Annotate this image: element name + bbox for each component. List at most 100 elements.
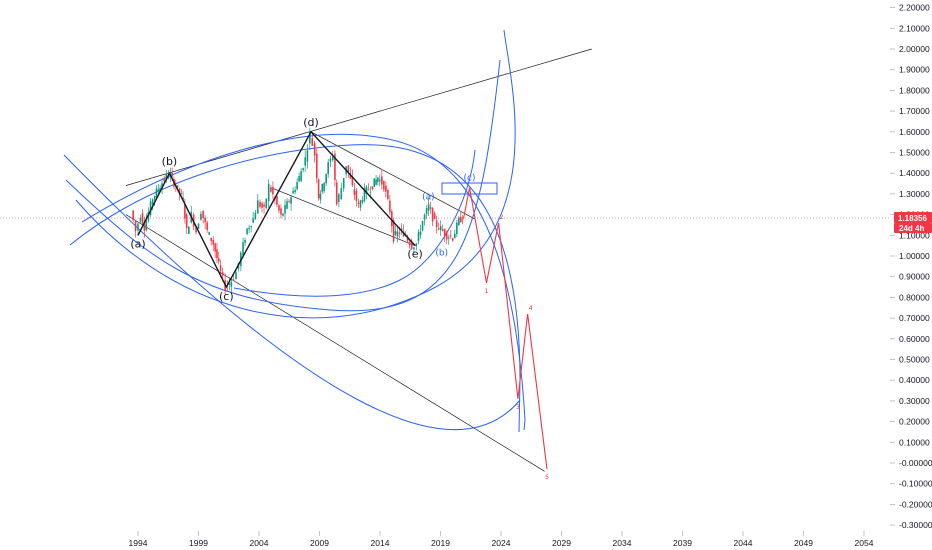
time-axis[interactable]: 1994 1999 2004 2009 2014 2019 2024 2029 2034 2039… <box>129 531 874 548</box>
candle-body <box>383 181 385 190</box>
candle-body <box>306 150 309 162</box>
y-tick-label: 1.70000 <box>899 106 930 116</box>
x-tick-label: 2009 <box>310 538 329 548</box>
x-tick-label: 2054 <box>855 538 874 548</box>
candle-body <box>447 237 450 239</box>
candle-body <box>347 165 350 173</box>
x-tick-label: 2039 <box>673 538 692 548</box>
y-tick-label: 2.00000 <box>899 44 930 54</box>
candle-body <box>244 240 246 243</box>
candle-body <box>415 243 418 247</box>
candle-body <box>394 231 397 235</box>
candle-body <box>219 265 222 271</box>
candle-body <box>454 233 456 239</box>
price-axis[interactable]: 2.20000 2.10000 2.00000 1.90000 1.80000 1.700… <box>890 3 932 531</box>
candle-body <box>378 179 381 182</box>
candle-body <box>381 176 383 185</box>
candle-body <box>317 179 320 199</box>
candle-body <box>272 186 274 195</box>
candle-body <box>178 188 181 194</box>
trend-line <box>310 131 475 220</box>
candle-body <box>413 247 415 250</box>
candle-body <box>188 226 190 234</box>
y-tick-label: 1.60000 <box>899 127 930 137</box>
candle-body <box>335 182 338 205</box>
candle-body <box>204 217 206 223</box>
candle-body <box>155 188 158 198</box>
x-tick-label: 2034 <box>613 538 632 548</box>
candle-body <box>400 228 403 231</box>
y-tick-label: 0.20000 <box>899 417 930 427</box>
candle-body <box>342 178 345 189</box>
candle-body <box>210 237 213 242</box>
candle-body <box>197 223 200 229</box>
y-tick-label: 0.50000 <box>899 355 930 365</box>
candle-body <box>143 223 146 231</box>
y-tick-label: 1.00000 <box>899 251 930 261</box>
candle-body <box>385 185 387 192</box>
candle-body <box>302 168 304 171</box>
candle-body <box>212 239 215 245</box>
projection-wave-label: 5 <box>545 474 549 481</box>
candle-body <box>256 200 259 214</box>
candle-body <box>163 178 165 181</box>
current-price-badge <box>894 212 932 224</box>
x-tick-label: 2004 <box>250 538 269 548</box>
fan-arc <box>63 154 521 431</box>
candle-body <box>278 205 280 211</box>
candle-body <box>390 211 393 226</box>
candle-body <box>449 235 452 237</box>
candle-body <box>280 208 282 215</box>
candle-body <box>286 201 288 209</box>
candle-body <box>137 223 139 231</box>
y-tick-label: 0.80000 <box>899 292 930 302</box>
candle-body <box>176 185 179 188</box>
candle-body <box>267 183 270 202</box>
candle-body <box>309 131 311 144</box>
fan-arc <box>75 29 516 319</box>
candle-body <box>443 229 446 237</box>
candle-body <box>334 153 336 180</box>
candle-body <box>392 220 395 242</box>
candle-body <box>359 200 362 208</box>
x-tick-label: 2014 <box>371 538 390 548</box>
candle-body <box>180 193 183 195</box>
wave-label-black: (b) <box>162 155 178 168</box>
candle-body <box>217 258 220 262</box>
wave-label-black: (c) <box>219 290 234 303</box>
candle-body <box>377 177 379 182</box>
candle-body <box>242 242 244 256</box>
candle-body <box>195 226 197 233</box>
candle-body <box>461 219 464 221</box>
y-tick-label: 2.20000 <box>899 3 930 13</box>
candle-body <box>369 191 372 193</box>
candle-body <box>311 137 314 146</box>
wave-zigzag <box>137 130 416 289</box>
candle-body <box>228 283 231 285</box>
candle-body <box>216 249 218 259</box>
candle-body <box>265 198 268 208</box>
candle-body <box>321 184 324 192</box>
y-tick-label: -0.10000 <box>899 479 932 489</box>
candle-body <box>437 228 440 230</box>
candle-body <box>371 186 374 190</box>
candle-body <box>232 279 235 281</box>
candle-body <box>300 171 302 182</box>
candle-body <box>332 156 334 161</box>
candle-body <box>398 232 401 234</box>
countdown-badge <box>894 223 932 234</box>
candle-body <box>214 243 216 252</box>
candle-body <box>456 222 458 235</box>
candle-body <box>147 212 150 221</box>
candle-body <box>361 200 364 203</box>
trend-line <box>125 214 545 472</box>
y-tick-label: 0.90000 <box>899 272 930 282</box>
target-box <box>441 182 498 195</box>
candle-body <box>458 217 460 226</box>
x-tick-label: 2044 <box>734 538 753 548</box>
candle-body <box>185 214 188 229</box>
candle-body <box>340 188 343 200</box>
y-tick-label: 1.30000 <box>899 189 930 199</box>
